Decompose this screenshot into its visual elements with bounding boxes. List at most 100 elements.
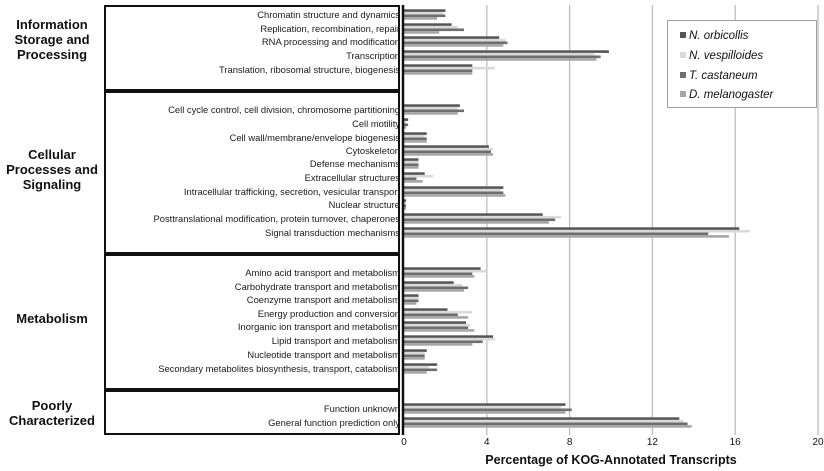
bar [404, 337, 496, 341]
bar [404, 308, 448, 311]
legend: N. orbicollis N. vespilloides T. castane… [667, 20, 817, 108]
group-title-line: Cellular [28, 147, 76, 162]
bar [404, 275, 475, 278]
bar [404, 14, 446, 18]
x-tick-label: 12 [646, 437, 658, 448]
bar [404, 267, 481, 270]
category-label: Cell motility [352, 118, 400, 129]
bar [404, 9, 446, 12]
group-title-line: Processes and [6, 162, 98, 177]
category-label: Amino acid transport and metabolism [245, 267, 400, 278]
bar [404, 147, 494, 151]
bar [404, 422, 688, 426]
bar [404, 55, 601, 59]
bar [404, 411, 566, 414]
category-label: Defense mechanisms [309, 158, 400, 169]
bar [404, 340, 483, 344]
bar [404, 17, 438, 20]
bar [404, 213, 543, 216]
bar [404, 235, 729, 238]
category-label: Translation, ribosomal structure, biogen… [219, 64, 400, 75]
x-tick-label: 8 [566, 437, 573, 448]
bar [404, 371, 427, 374]
bar [404, 163, 419, 167]
bar [404, 299, 419, 303]
bar [404, 134, 425, 138]
bar [404, 112, 458, 115]
bar [404, 283, 462, 287]
bar [404, 215, 562, 219]
group-title: Information Storage and Processing [0, 17, 104, 62]
category-label: Coenzyme transport and metabolism [246, 294, 400, 305]
bar [404, 221, 549, 224]
bar [404, 343, 473, 346]
legend-item-t-castaneum: T. castaneum [680, 70, 758, 82]
bar [404, 286, 469, 290]
bar [404, 174, 433, 178]
bar [404, 50, 609, 53]
bar [404, 321, 467, 324]
bar [404, 368, 438, 372]
x-tick-label: 0 [401, 437, 407, 448]
bar [404, 120, 407, 124]
bar [404, 316, 469, 319]
group-title-line: Characterized [9, 413, 95, 428]
legend-label: N. orbicollis [689, 30, 749, 42]
group-title-line: Storage and [14, 32, 90, 47]
bar [404, 229, 750, 233]
bar [404, 296, 419, 300]
group-title: Metabolism [0, 311, 104, 326]
bar [404, 44, 504, 47]
x-axis-title: Percentage of KOG-Annotated Transcripts [485, 453, 737, 467]
group-title-line: Signaling [22, 177, 82, 192]
bar [404, 31, 440, 34]
group-title-line: Poorly [31, 398, 73, 413]
bar [404, 180, 423, 183]
x-tick-label: 20 [812, 437, 824, 448]
bar [404, 186, 504, 189]
bar [404, 11, 444, 15]
category-label: Inorganic ion transport and metabolism [237, 321, 400, 332]
bar [404, 104, 460, 107]
bar [404, 207, 407, 210]
category-label: Extracellular structures [304, 172, 400, 183]
bar [404, 177, 417, 181]
bar [404, 25, 458, 29]
bar [404, 123, 409, 127]
bar [404, 158, 419, 161]
category-label: Intracellular trafficking, secretion, ve… [183, 186, 400, 197]
bar [404, 218, 556, 222]
bar [404, 417, 680, 420]
bar [404, 425, 692, 428]
bar [404, 69, 473, 73]
group-box [104, 254, 400, 390]
legend-label: D. melanogaster [689, 89, 774, 101]
bar [404, 357, 425, 360]
bar [404, 269, 487, 273]
category-label: Function unknown [323, 403, 400, 414]
bar [404, 351, 425, 355]
x-tick-label: 4 [484, 437, 490, 448]
legend-item-d-melanogaster: D. melanogaster [680, 89, 773, 101]
bar [404, 36, 500, 39]
category-label: Signal transduction mechanisms [265, 227, 400, 238]
bar [404, 41, 508, 45]
legend-swatch-icon [680, 52, 686, 58]
legend-swatch-icon [680, 91, 686, 97]
group-box [104, 91, 400, 254]
bar [404, 363, 438, 366]
bar [404, 140, 427, 143]
bar [404, 58, 597, 61]
bar [404, 64, 473, 67]
category-label: Lipid transport and metabolism [271, 335, 400, 346]
bar [404, 201, 407, 205]
legend-swatch-icon [680, 32, 686, 38]
category-label: General function prediction only [268, 417, 400, 428]
bar [404, 408, 572, 412]
bar [404, 199, 407, 202]
bar [404, 294, 419, 297]
bar [404, 405, 562, 409]
bar [404, 335, 494, 338]
bar [404, 109, 465, 113]
